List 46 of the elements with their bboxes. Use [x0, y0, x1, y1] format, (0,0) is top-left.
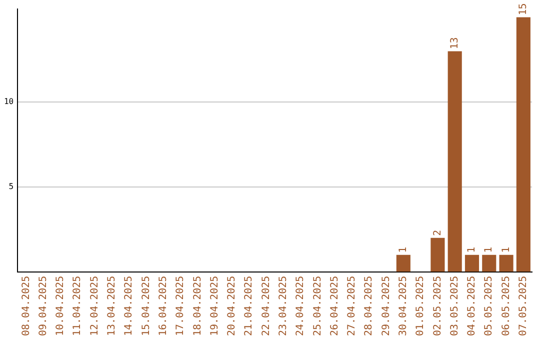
x-tick-label: 25.04.2025 — [312, 276, 324, 336]
y-tick-label: 10 — [4, 97, 14, 106]
x-tick-label: 13.04.2025 — [106, 276, 118, 336]
x-tick-label: 08.04.2025 — [20, 276, 32, 336]
data-label: 1 — [500, 246, 512, 253]
x-tick-label: 04.05.2025 — [466, 276, 478, 336]
x-tick-label: 30.04.2025 — [398, 276, 409, 336]
data-label: 1 — [466, 246, 478, 253]
x-tick-label: 03.05.2025 — [449, 276, 460, 336]
x-tick-label: 05.05.2025 — [484, 276, 495, 336]
x-tick-label: 19.04.2025 — [209, 276, 220, 336]
data-label: 15 — [518, 3, 530, 16]
x-tick-label: 24.04.2025 — [295, 276, 306, 336]
x-tick-label: 11.04.2025 — [72, 276, 84, 336]
x-tick-label: 09.04.2025 — [38, 276, 49, 336]
data-label: 1 — [484, 246, 495, 253]
bar — [482, 254, 496, 272]
data-label: 13 — [449, 37, 460, 50]
x-tick-label: 14.04.2025 — [124, 276, 135, 336]
x-tick-label: 17.04.2025 — [175, 276, 186, 336]
bar — [448, 51, 462, 272]
x-tick-label: 27.04.2025 — [346, 276, 358, 336]
x-tick-label: 10.04.2025 — [55, 276, 66, 336]
data-label: 1 — [398, 246, 409, 253]
bar — [430, 238, 445, 272]
x-tick-label: 21.04.2025 — [244, 276, 255, 336]
x-tick-label: 29.04.2025 — [380, 276, 392, 336]
x-tick-label: 07.05.2025 — [518, 276, 530, 336]
x-tick-label: 28.04.2025 — [364, 276, 375, 336]
y-tick-label: 5 — [8, 182, 14, 192]
x-tick-label: 06.05.2025 — [500, 276, 512, 336]
x-tick-label: 26.04.2025 — [329, 276, 340, 336]
x-tick-label: 12.04.2025 — [89, 276, 100, 336]
x-tick-label: 18.04.2025 — [192, 276, 204, 336]
x-tick-label: 22.04.2025 — [260, 276, 272, 336]
bar — [396, 254, 410, 272]
x-tick-label: 01.05.2025 — [415, 276, 426, 336]
data-label: 2 — [432, 230, 444, 236]
bar — [516, 17, 530, 272]
x-tick-label: 02.05.2025 — [432, 276, 444, 336]
x-tick-label: 20.04.2025 — [226, 276, 238, 336]
x-tick-label: 15.04.2025 — [140, 276, 152, 336]
bar — [464, 254, 480, 272]
x-tick-label: 16.04.2025 — [158, 276, 169, 336]
x-tick-label: 23.04.2025 — [278, 276, 289, 336]
bar — [499, 254, 514, 272]
